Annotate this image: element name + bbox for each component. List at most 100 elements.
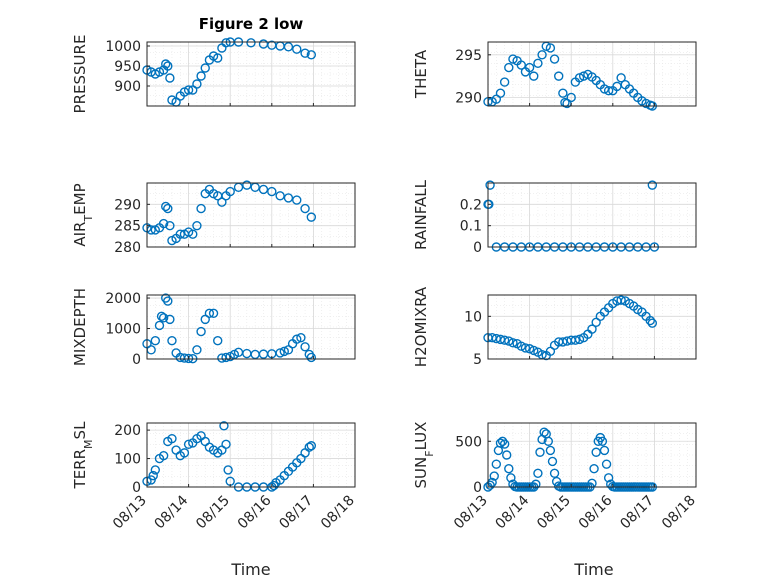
data-point xyxy=(292,44,302,54)
axes-box xyxy=(146,294,356,360)
data-point xyxy=(570,335,581,345)
data-point xyxy=(533,468,543,478)
data-point xyxy=(543,436,554,446)
axes-box xyxy=(487,41,697,107)
data-point xyxy=(589,464,599,474)
data-point xyxy=(161,201,171,212)
data-point xyxy=(549,468,560,478)
data-point xyxy=(495,88,506,98)
data-point xyxy=(502,450,512,460)
subplot-mixdepth: 0 1000 2000 MIXDEPTH xyxy=(71,288,356,368)
data-point xyxy=(208,308,219,318)
x-tick-label: 08/18 xyxy=(659,493,699,533)
data-point xyxy=(192,79,202,89)
y-tick-label: 1000 xyxy=(105,39,141,55)
data-point xyxy=(601,459,612,469)
data-point xyxy=(167,336,177,346)
data-point xyxy=(175,229,185,239)
data-point xyxy=(497,436,508,446)
data-point xyxy=(292,195,302,205)
data-point xyxy=(533,58,543,69)
plot-area xyxy=(147,42,355,106)
data-point xyxy=(508,338,518,348)
data-point xyxy=(558,88,568,98)
data-point xyxy=(499,335,510,345)
x-tick-label: 08/14 xyxy=(493,492,533,532)
data-point xyxy=(267,186,277,197)
data-point xyxy=(504,464,514,474)
data-point xyxy=(150,336,161,346)
y-tick-label: 290 xyxy=(114,197,141,213)
data-point xyxy=(597,436,608,446)
data-point xyxy=(300,203,310,214)
data-point xyxy=(616,295,626,305)
y-axis-label: H2OMIXRA xyxy=(412,286,430,367)
data-point xyxy=(587,324,597,334)
y-tick-label: 500 xyxy=(455,434,482,450)
data-point xyxy=(223,465,233,475)
data-point xyxy=(499,439,510,449)
data-point xyxy=(213,336,223,346)
y-tick-label: 950 xyxy=(114,59,141,75)
data-point xyxy=(566,92,576,103)
data-point xyxy=(242,180,252,190)
data-point xyxy=(504,336,514,346)
data-point xyxy=(161,59,171,69)
data-point xyxy=(156,311,167,322)
axes-box xyxy=(487,182,697,248)
data-point xyxy=(306,212,317,222)
data-point xyxy=(499,77,510,87)
data-point xyxy=(300,48,310,58)
data-point xyxy=(217,197,227,207)
plot-area xyxy=(488,295,696,359)
data-point xyxy=(529,71,539,81)
data-point xyxy=(183,439,194,450)
data-point xyxy=(154,320,165,331)
x-tick-label: 08/13 xyxy=(451,493,491,533)
data-point xyxy=(554,71,564,81)
data-point xyxy=(549,54,560,64)
data-point xyxy=(163,61,173,71)
data-point xyxy=(275,348,285,358)
y-tick-label: 0.1 xyxy=(460,219,482,235)
data-point xyxy=(484,199,494,210)
data-point xyxy=(516,341,526,351)
subplot-h2omixra: 5 10 H2OMIXRA xyxy=(412,286,697,368)
data-point xyxy=(603,85,614,96)
data-point xyxy=(616,73,626,83)
y-tick-label: 5 xyxy=(473,352,482,368)
y-tick-label: 1000 xyxy=(105,322,141,338)
y-axis-label: RAINFALL xyxy=(412,179,430,250)
data-point xyxy=(221,38,231,48)
data-point xyxy=(258,184,269,195)
data-point xyxy=(183,85,194,95)
y-tick-label: 0 xyxy=(132,352,141,368)
data-point xyxy=(150,465,161,475)
data-point xyxy=(148,470,158,481)
data-point xyxy=(520,343,531,353)
data-point xyxy=(196,203,206,214)
y-tick-label: 0 xyxy=(473,480,482,496)
data-point xyxy=(219,421,229,431)
data-point xyxy=(539,427,549,437)
data-point xyxy=(491,459,502,469)
data-point xyxy=(200,63,210,73)
plot-area xyxy=(147,423,355,487)
data-point xyxy=(165,314,175,325)
y-axis-label: SUNFLUX xyxy=(412,422,436,489)
data-point xyxy=(165,220,175,231)
data-point xyxy=(213,53,223,63)
data-point xyxy=(537,50,547,60)
y-tick-label: 0.2 xyxy=(460,197,482,213)
y-axis-label: THETA xyxy=(412,49,430,99)
data-point xyxy=(574,334,585,345)
data-point xyxy=(269,480,279,491)
y-axis-label: TERRMSL xyxy=(71,421,95,490)
y-tick-label: 10 xyxy=(464,309,482,325)
data-point xyxy=(283,42,294,52)
x-tick-label: 08/17 xyxy=(276,493,316,533)
y-axis-label: MIXDEPTH xyxy=(71,288,89,366)
data-point xyxy=(158,451,169,461)
y-tick-label: 285 xyxy=(114,219,141,235)
